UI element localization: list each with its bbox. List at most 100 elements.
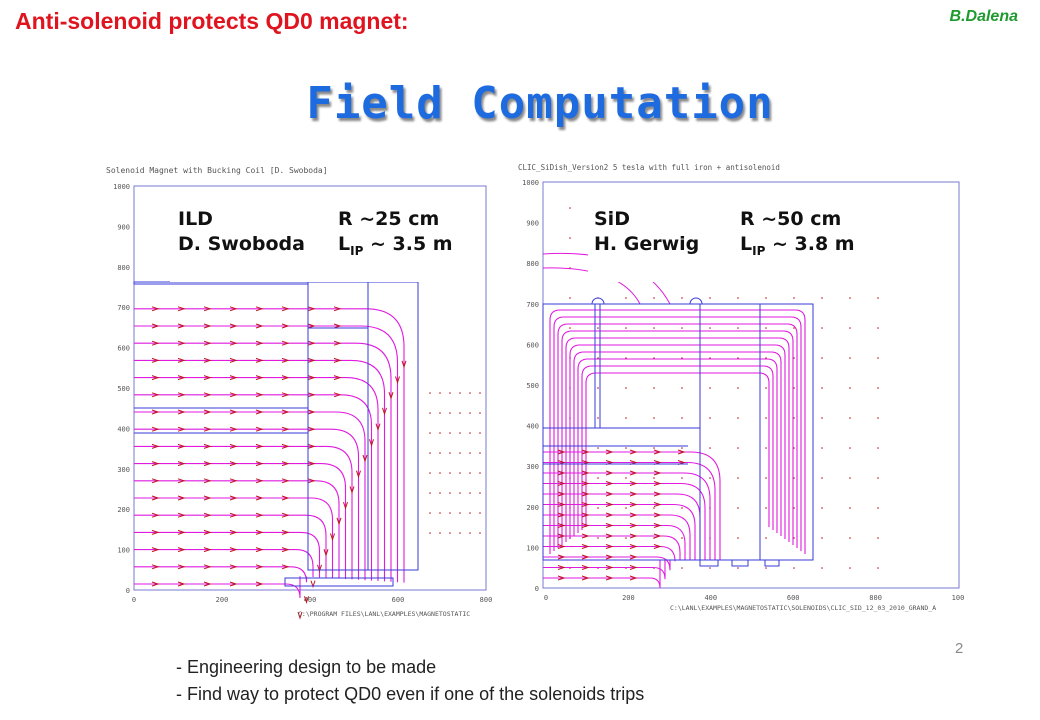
field-arrow <box>605 481 614 486</box>
field-dot <box>597 387 599 389</box>
field-arrow <box>605 544 614 549</box>
field-dot <box>439 472 441 474</box>
field-dot <box>479 492 481 494</box>
field-arrow <box>557 554 566 560</box>
field-arrow <box>653 470 662 476</box>
field-arrow <box>330 533 335 542</box>
field-arrow <box>581 523 590 528</box>
field-dot <box>709 417 711 419</box>
field-arrow <box>362 454 368 463</box>
field-dot <box>625 327 627 329</box>
field-arrow <box>581 554 590 560</box>
right-plot-canvas: CLIC_SiDish_Version2 5 tesla with full i… <box>518 163 964 612</box>
y-tick-label: 300 <box>526 463 539 471</box>
field-arrow <box>333 340 342 346</box>
field-arrow <box>307 443 316 449</box>
left-plot-frame <box>133 185 487 591</box>
field-dot <box>709 327 711 329</box>
field-arrow <box>629 523 638 528</box>
field-arrow <box>629 544 638 549</box>
field-arrow <box>229 323 238 329</box>
field-dot <box>849 507 851 509</box>
left-field-lines <box>134 308 405 599</box>
field-arrow <box>317 564 322 573</box>
field-arrow <box>203 443 212 449</box>
field-arrow <box>255 581 264 587</box>
field-arrow <box>629 502 638 507</box>
field-arrow <box>203 409 212 415</box>
field-dot <box>681 477 683 479</box>
field-line <box>561 330 794 545</box>
field-line <box>543 461 716 560</box>
field-arrow <box>605 502 614 507</box>
field-arrow <box>151 392 160 398</box>
right-x-ticks: 0 200 400 600 800 100 <box>544 594 964 602</box>
field-dot <box>429 412 431 414</box>
field-line <box>134 497 334 579</box>
field-arrow <box>151 478 160 484</box>
field-dot <box>469 532 471 534</box>
field-dot <box>469 512 471 514</box>
x-tick-label: 100 <box>952 594 965 602</box>
field-arrow <box>653 533 662 539</box>
y-tick-label: 1000 <box>522 179 539 187</box>
field-dot <box>449 452 451 454</box>
field-dot <box>681 387 683 389</box>
right-plot-footer: C:\LANL\EXAMPLES\MAGNETOSTATIC\SOLENOIDS… <box>670 604 936 612</box>
field-dot <box>479 512 481 514</box>
field-arrow <box>177 392 186 398</box>
slide-title: Anti-solenoid protects QD0 magnet: <box>15 8 409 34</box>
field-dot <box>429 512 431 514</box>
field-dot <box>439 392 441 394</box>
field-arrow <box>203 340 212 346</box>
field-dot <box>459 392 461 394</box>
field-dot <box>569 297 571 299</box>
x-tick-label: 400 <box>304 596 317 604</box>
field-arrow <box>605 565 614 570</box>
field-arrow <box>323 549 329 557</box>
right-field-arrows <box>557 449 686 581</box>
field-arrow <box>307 357 316 363</box>
field-dot <box>625 417 627 419</box>
field-arrow <box>229 443 238 449</box>
field-dot <box>449 432 451 434</box>
y-tick-label: 0 <box>126 587 130 595</box>
field-arrow <box>151 340 160 346</box>
field-line <box>543 524 686 560</box>
field-dot <box>877 567 879 569</box>
field-arrow <box>557 533 566 539</box>
field-arrow <box>255 512 264 518</box>
field-line <box>134 359 386 582</box>
field-dot <box>737 417 739 419</box>
field-line <box>543 514 691 560</box>
field-arrow <box>382 407 387 416</box>
field-arrow <box>281 409 290 415</box>
y-tick-label: 800 <box>117 264 130 272</box>
field-arrow <box>203 529 212 535</box>
field-line <box>543 503 696 560</box>
field-dot <box>459 432 461 434</box>
field-dot <box>821 567 823 569</box>
x-tick-label: 800 <box>480 596 492 604</box>
field-arrow <box>177 409 186 415</box>
field-arrow <box>229 392 238 398</box>
field-dot <box>439 452 441 454</box>
field-arrow <box>203 426 212 432</box>
field-dot <box>765 327 767 329</box>
right-label-lip: LIP ~ 3.8 m <box>740 233 855 258</box>
field-dot <box>765 447 767 449</box>
field-dot <box>597 477 599 479</box>
field-line <box>557 323 798 548</box>
field-dot <box>709 297 711 299</box>
field-arrow <box>307 323 316 329</box>
field-dot <box>597 417 599 419</box>
field-dot <box>849 357 851 359</box>
x-tick-label: 200 <box>622 594 635 602</box>
field-arrow <box>281 426 290 432</box>
field-arrow <box>388 392 394 400</box>
field-arrow <box>151 375 160 381</box>
field-dot <box>765 477 767 479</box>
heading-field-computation: Field Computation <box>306 78 774 129</box>
